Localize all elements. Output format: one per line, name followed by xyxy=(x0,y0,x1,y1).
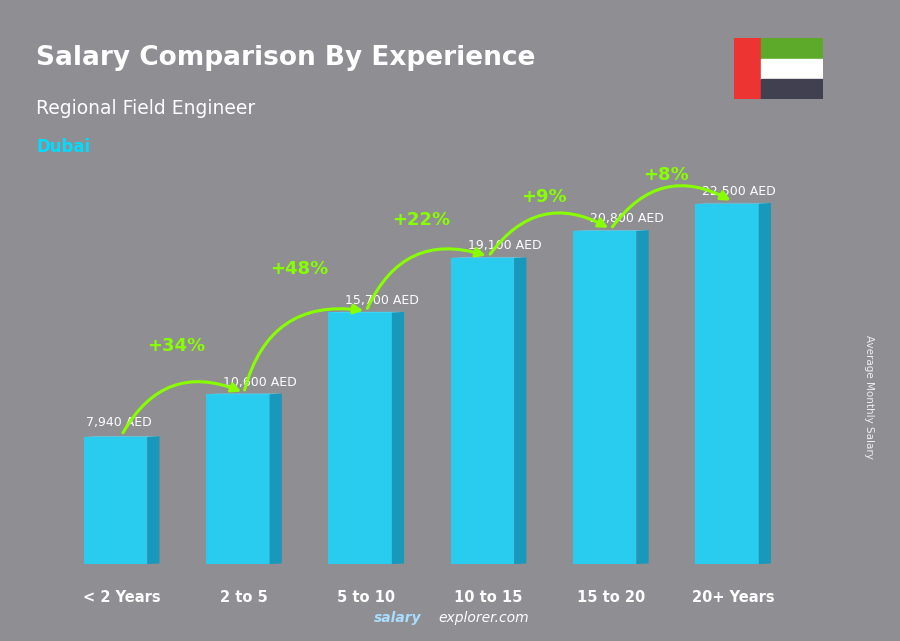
Bar xyxy=(760,59,824,79)
Polygon shape xyxy=(514,258,526,564)
Bar xyxy=(695,204,759,564)
Text: 2 to 5: 2 to 5 xyxy=(220,590,268,604)
Polygon shape xyxy=(636,230,649,564)
Polygon shape xyxy=(392,312,404,564)
Text: Dubai: Dubai xyxy=(36,138,90,156)
Text: salary: salary xyxy=(374,611,421,625)
Bar xyxy=(84,437,148,564)
Text: 10,600 AED: 10,600 AED xyxy=(223,376,297,388)
Text: < 2 Years: < 2 Years xyxy=(83,590,160,604)
Text: 10 to 15: 10 to 15 xyxy=(454,590,523,604)
Polygon shape xyxy=(270,394,282,564)
Text: +8%: +8% xyxy=(643,165,689,184)
Text: 20+ Years: 20+ Years xyxy=(692,590,774,604)
Polygon shape xyxy=(759,203,771,564)
Text: 19,100 AED: 19,100 AED xyxy=(468,239,541,253)
Text: +48%: +48% xyxy=(270,260,328,278)
Text: 7,940 AED: 7,940 AED xyxy=(86,416,152,429)
Text: +34%: +34% xyxy=(148,337,206,355)
Text: Regional Field Engineer: Regional Field Engineer xyxy=(36,99,256,119)
Bar xyxy=(573,231,636,564)
Text: Average Monthly Salary: Average Monthly Salary xyxy=(863,335,874,460)
Bar xyxy=(760,38,824,59)
Text: 22,500 AED: 22,500 AED xyxy=(702,185,776,198)
Text: 15 to 20: 15 to 20 xyxy=(577,590,645,604)
Text: explorer.com: explorer.com xyxy=(438,611,529,625)
Polygon shape xyxy=(148,437,159,564)
Text: +9%: +9% xyxy=(521,188,566,206)
Text: Salary Comparison By Experience: Salary Comparison By Experience xyxy=(36,45,536,71)
Bar xyxy=(760,79,824,99)
Bar xyxy=(451,258,514,564)
Text: 15,700 AED: 15,700 AED xyxy=(345,294,419,307)
Text: +22%: +22% xyxy=(392,210,450,229)
Bar xyxy=(734,38,760,99)
Bar xyxy=(206,394,270,564)
Bar xyxy=(328,312,392,564)
Text: 20,800 AED: 20,800 AED xyxy=(590,212,663,225)
Text: 5 to 10: 5 to 10 xyxy=(338,590,395,604)
